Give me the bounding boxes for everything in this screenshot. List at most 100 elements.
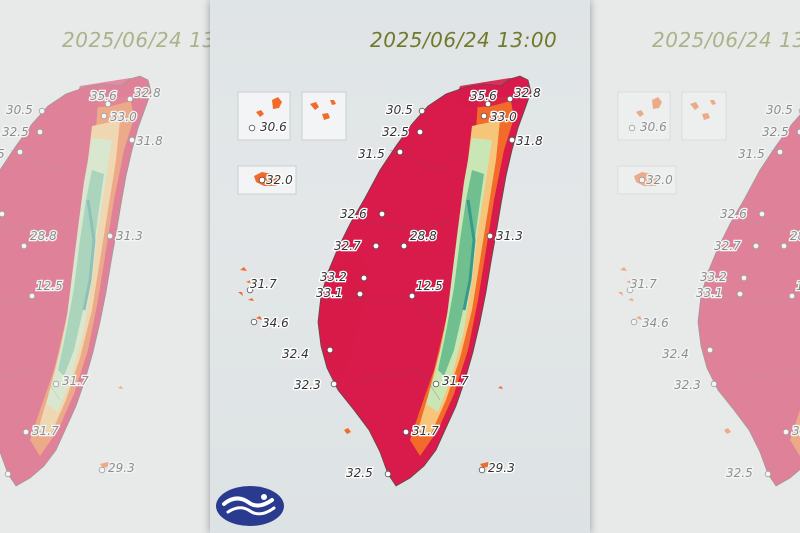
copy-station-marker bbox=[706, 346, 714, 354]
copy-station-temperature-label: 30.6 bbox=[640, 120, 667, 134]
copy-station-marker bbox=[776, 148, 784, 156]
station-temperature-label: 31.5 bbox=[358, 147, 385, 161]
copy-station-temperature-label: 32.8 bbox=[134, 86, 161, 100]
copy-station-temperature-label: 32.4 bbox=[662, 347, 689, 361]
copy-station-marker bbox=[782, 428, 790, 436]
station-temperature-label: 31.7 bbox=[442, 374, 469, 388]
right-background-copy: 2025/06/24 13:00 35.632.830.533.032.531.… bbox=[590, 0, 800, 533]
station-marker bbox=[326, 346, 334, 354]
main-map-panel: 2025/06/24 13:00 35.6 32.8 30.5 33.0 32.5 31.… bbox=[210, 0, 590, 533]
station-temperature-label: 30.5 bbox=[386, 103, 413, 117]
copy-station-temperature-label: 28.8 bbox=[790, 229, 800, 243]
copy-station-temperature-label: 33.1 bbox=[696, 286, 723, 300]
station-temperature-label: 34.6 bbox=[262, 316, 289, 330]
station-temperature-label: 31.3 bbox=[496, 229, 523, 243]
copy-station-marker bbox=[740, 274, 748, 282]
station-marker bbox=[486, 232, 494, 240]
station-marker bbox=[248, 124, 256, 132]
copy-station-temperature-label: 33.0 bbox=[110, 110, 137, 124]
copy-station-marker bbox=[780, 242, 788, 250]
copy-station-temperature-label: 30.5 bbox=[766, 103, 793, 117]
copy-station-temperature-label: 33.2 bbox=[700, 270, 727, 284]
copy-station-marker bbox=[752, 242, 760, 250]
station-marker bbox=[418, 107, 426, 115]
copy-station-temperature-label: 12.5 bbox=[796, 279, 800, 293]
copy-station-marker bbox=[764, 470, 772, 478]
copy-station-marker bbox=[736, 290, 744, 298]
copy-station-marker bbox=[788, 292, 796, 300]
copy-station-marker bbox=[0, 210, 6, 218]
copy-station-temperature-label: 30.5 bbox=[6, 103, 33, 117]
copy-station-marker bbox=[104, 100, 112, 108]
station-temperature-label: 32.4 bbox=[282, 347, 309, 361]
temperature-map: 35.6 32.8 30.5 33.0 32.5 31.8 31.5 30.6 32.0 32.6… bbox=[237, 75, 544, 487]
map-timestamp: 2025/06/24 13:00 bbox=[370, 28, 558, 52]
copy-station-marker bbox=[28, 292, 36, 300]
copy-station-temperature-label: 31.7 bbox=[630, 277, 657, 291]
station-temperature-label: 32.6 bbox=[340, 207, 367, 221]
station-marker bbox=[246, 286, 254, 294]
copy-station-marker bbox=[20, 242, 28, 250]
station-temperature-label: 32.7 bbox=[334, 239, 361, 253]
copy-station-temperature-label: 12.5 bbox=[36, 279, 63, 293]
copy-station-temperature-label: 31.3 bbox=[116, 229, 143, 243]
copy-station-marker bbox=[628, 124, 636, 132]
copy-station-marker bbox=[36, 128, 44, 136]
copy-station-marker bbox=[758, 210, 766, 218]
station-temperature-label: 30.6 bbox=[260, 120, 287, 134]
copy-station-marker bbox=[22, 428, 30, 436]
copy-station-marker bbox=[638, 176, 646, 184]
copy-station-marker bbox=[128, 136, 136, 144]
station-marker bbox=[384, 470, 392, 478]
station-marker bbox=[478, 466, 486, 474]
station-marker bbox=[396, 148, 404, 156]
station-marker bbox=[250, 318, 258, 326]
station-marker bbox=[484, 100, 492, 108]
copy-station-temperature-label: 31.5 bbox=[738, 147, 765, 161]
station-marker bbox=[330, 380, 338, 388]
copy-station-marker bbox=[126, 95, 134, 103]
station-temperature-label: 29.3 bbox=[488, 461, 515, 475]
copy-station-temperature-label: 32.7 bbox=[714, 239, 741, 253]
station-marker bbox=[258, 176, 266, 184]
left-map-copy: 2025/06/24 13:00 35.6 32.8 30.5 33.0 32.5 31.… bbox=[0, 0, 210, 533]
copy-station-temperature-label: 32.3 bbox=[674, 378, 701, 392]
station-temperature-label: 33.2 bbox=[320, 270, 347, 284]
copy-station-marker bbox=[630, 318, 638, 326]
copy-station-temperature-label: 34.6 bbox=[642, 316, 669, 330]
copy-station-temperature-label: 35.6 bbox=[90, 89, 117, 103]
station-marker bbox=[506, 95, 514, 103]
station-temperature-label: 32.5 bbox=[382, 125, 409, 139]
right-map-copy: 2025/06/24 13:00 35.632.830.533.032.531.… bbox=[590, 0, 800, 533]
station-temperature-label: 35.6 bbox=[470, 89, 497, 103]
station-temperature-label: 32.0 bbox=[266, 173, 293, 187]
station-marker bbox=[480, 112, 488, 120]
copy-station-marker bbox=[4, 470, 12, 478]
copy-station-temperature-label: 31.5 bbox=[0, 147, 5, 161]
station-temperature-label: 32.5 bbox=[346, 466, 373, 480]
copy-station-temperature-label: 31.7 bbox=[62, 374, 89, 388]
station-marker bbox=[408, 292, 416, 300]
station-marker bbox=[432, 380, 440, 388]
copy-station-marker bbox=[52, 380, 60, 388]
station-temperature-label: 33.1 bbox=[316, 286, 343, 300]
station-marker bbox=[378, 210, 386, 218]
right-map-svg: 35.632.830.533.032.531.831.530.632.032.6… bbox=[617, 91, 800, 487]
station-temperature-label: 32.8 bbox=[514, 86, 541, 100]
copy-station-marker bbox=[106, 232, 114, 240]
copy-station-marker bbox=[626, 286, 634, 294]
station-temperature-label: 31.7 bbox=[412, 424, 439, 438]
copy-station-temperature-label: 31.8 bbox=[136, 134, 163, 148]
station-temperature-label: 32.3 bbox=[294, 378, 321, 392]
copy-station-temperature-label: 31.7 bbox=[32, 424, 59, 438]
copy-station-temperature-label: 32.5 bbox=[762, 125, 789, 139]
right-timestamp: 2025/06/24 13:00 bbox=[652, 28, 800, 52]
agency-logo-icon bbox=[216, 486, 284, 526]
copy-station-temperature-label: 29.3 bbox=[108, 461, 135, 475]
copy-station-marker bbox=[710, 380, 718, 388]
copy-station-temperature-label: 32.6 bbox=[720, 207, 747, 221]
copy-station-marker bbox=[98, 466, 106, 474]
station-marker bbox=[356, 290, 364, 298]
copy-station-marker bbox=[100, 112, 108, 120]
station-marker bbox=[508, 136, 516, 144]
